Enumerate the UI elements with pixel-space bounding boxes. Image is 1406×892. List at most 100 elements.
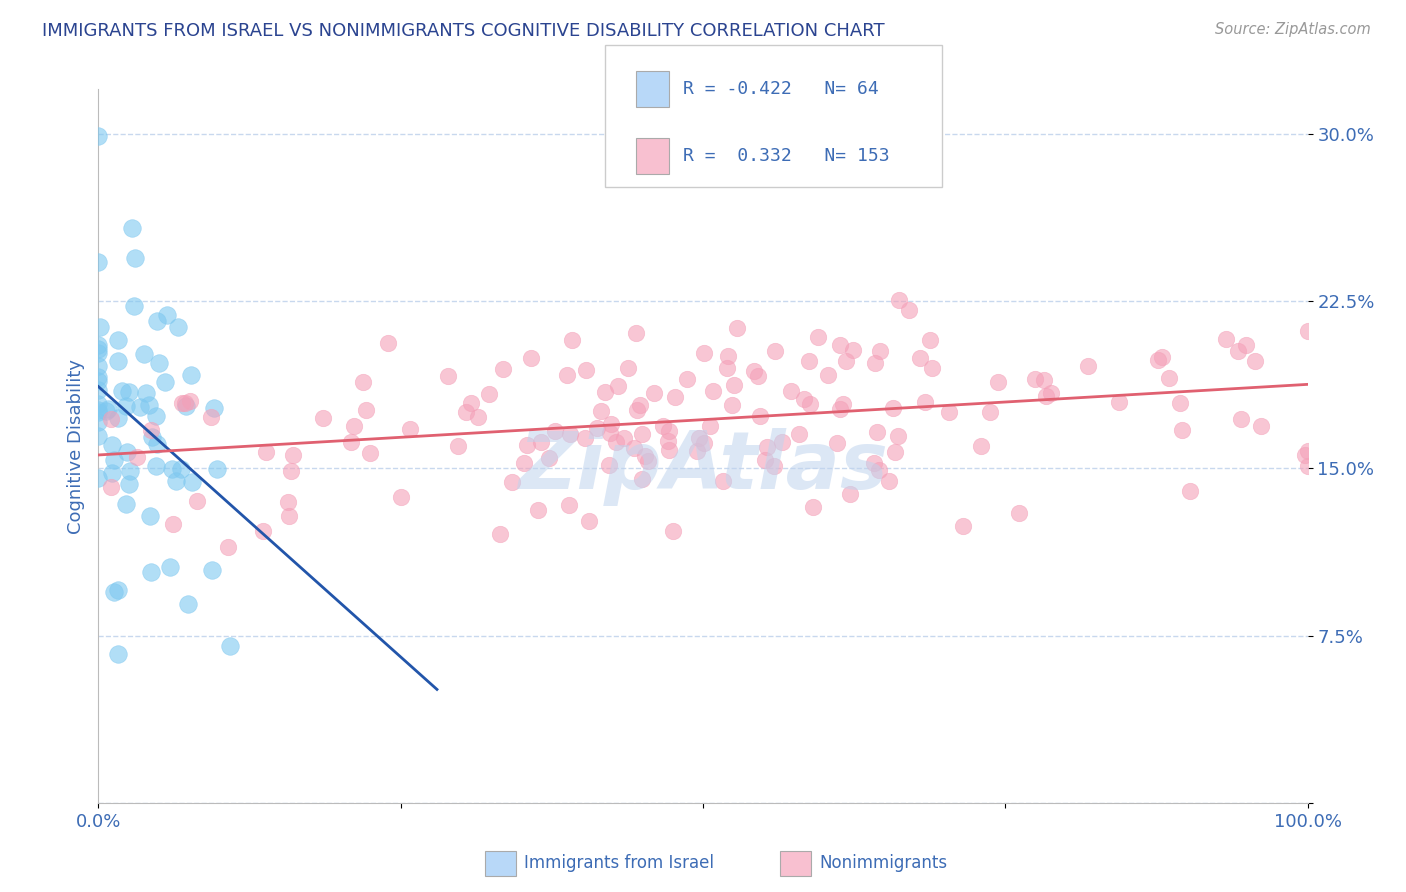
- Y-axis label: Cognitive Disability: Cognitive Disability: [66, 359, 84, 533]
- Point: [747, 368, 769, 383]
- Text: Immigrants from Israel: Immigrants from Israel: [524, 855, 714, 872]
- Point: [118, 464, 141, 478]
- Point: [575, 363, 598, 377]
- Point: [169, 462, 191, 476]
- Text: R = -0.422   N= 64: R = -0.422 N= 64: [683, 80, 879, 98]
- Point: [312, 411, 335, 425]
- Point: [779, 384, 801, 398]
- Point: [467, 410, 489, 425]
- Point: [501, 475, 523, 490]
- Point: [832, 397, 855, 411]
- Point: [1008, 506, 1031, 520]
- Point: [343, 418, 366, 433]
- Point: [219, 640, 242, 654]
- Point: [842, 343, 865, 357]
- Point: [598, 458, 620, 472]
- Point: [1296, 324, 1319, 338]
- Point: [107, 411, 129, 425]
- Point: [970, 439, 993, 453]
- Point: [145, 314, 167, 328]
- Point: [118, 384, 141, 399]
- Point: [555, 368, 578, 383]
- Point: [952, 519, 974, 533]
- Point: [94, 404, 117, 418]
- Point: [201, 564, 224, 578]
- Point: [1024, 372, 1046, 386]
- Point: [478, 387, 501, 401]
- Point: [141, 430, 163, 444]
- Point: [801, 500, 824, 514]
- Point: [897, 303, 920, 318]
- Point: [628, 398, 651, 412]
- Point: [127, 450, 149, 464]
- Point: [863, 356, 886, 370]
- Point: [460, 396, 482, 410]
- Point: [200, 410, 222, 425]
- Point: [537, 450, 560, 465]
- Point: [492, 362, 515, 376]
- Point: [87, 129, 110, 144]
- Text: ZipAtlas: ZipAtlas: [517, 428, 889, 507]
- Point: [839, 486, 862, 500]
- Point: [1296, 444, 1319, 458]
- Point: [447, 439, 470, 453]
- Point: [742, 364, 765, 378]
- Point: [100, 412, 122, 426]
- Point: [623, 442, 645, 456]
- Point: [1296, 459, 1319, 474]
- Point: [979, 405, 1001, 419]
- Point: [103, 585, 125, 599]
- Point: [87, 471, 110, 485]
- Point: [599, 426, 621, 441]
- Point: [763, 343, 786, 358]
- Point: [723, 378, 745, 392]
- Point: [834, 353, 856, 368]
- Point: [87, 405, 110, 419]
- Point: [145, 459, 167, 474]
- Point: [631, 426, 654, 441]
- Point: [1077, 359, 1099, 373]
- Point: [159, 560, 181, 574]
- Text: R =  0.332   N= 153: R = 0.332 N= 153: [683, 147, 890, 165]
- Point: [174, 396, 197, 410]
- Point: [643, 386, 665, 401]
- Point: [1150, 350, 1173, 364]
- Point: [356, 403, 378, 417]
- Point: [488, 526, 510, 541]
- Text: Source: ZipAtlas.com: Source: ZipAtlas.com: [1215, 22, 1371, 37]
- Point: [162, 516, 184, 531]
- Point: [1236, 337, 1258, 351]
- Point: [186, 493, 208, 508]
- Point: [633, 449, 655, 463]
- Point: [866, 425, 889, 439]
- Point: [124, 252, 146, 266]
- Point: [87, 374, 110, 388]
- Point: [882, 401, 904, 415]
- Point: [437, 369, 460, 384]
- Point: [1294, 448, 1316, 462]
- Point: [146, 437, 169, 451]
- Point: [863, 456, 886, 470]
- Point: [716, 360, 738, 375]
- Point: [87, 428, 110, 442]
- Point: [516, 438, 538, 452]
- Point: [807, 330, 830, 344]
- Point: [658, 424, 681, 438]
- Point: [828, 338, 851, 352]
- Point: [1227, 344, 1250, 359]
- Point: [129, 401, 152, 415]
- Text: Nonimmigrants: Nonimmigrants: [820, 855, 948, 872]
- Point: [87, 359, 110, 374]
- Point: [100, 438, 122, 452]
- Point: [277, 495, 299, 509]
- Point: [600, 417, 623, 432]
- Point: [688, 431, 710, 445]
- Point: [1215, 331, 1237, 345]
- Point: [107, 354, 129, 368]
- Point: [89, 320, 111, 334]
- Point: [180, 368, 202, 382]
- Point: [139, 566, 162, 580]
- Point: [877, 475, 900, 489]
- Point: [1040, 386, 1063, 401]
- Point: [111, 384, 134, 398]
